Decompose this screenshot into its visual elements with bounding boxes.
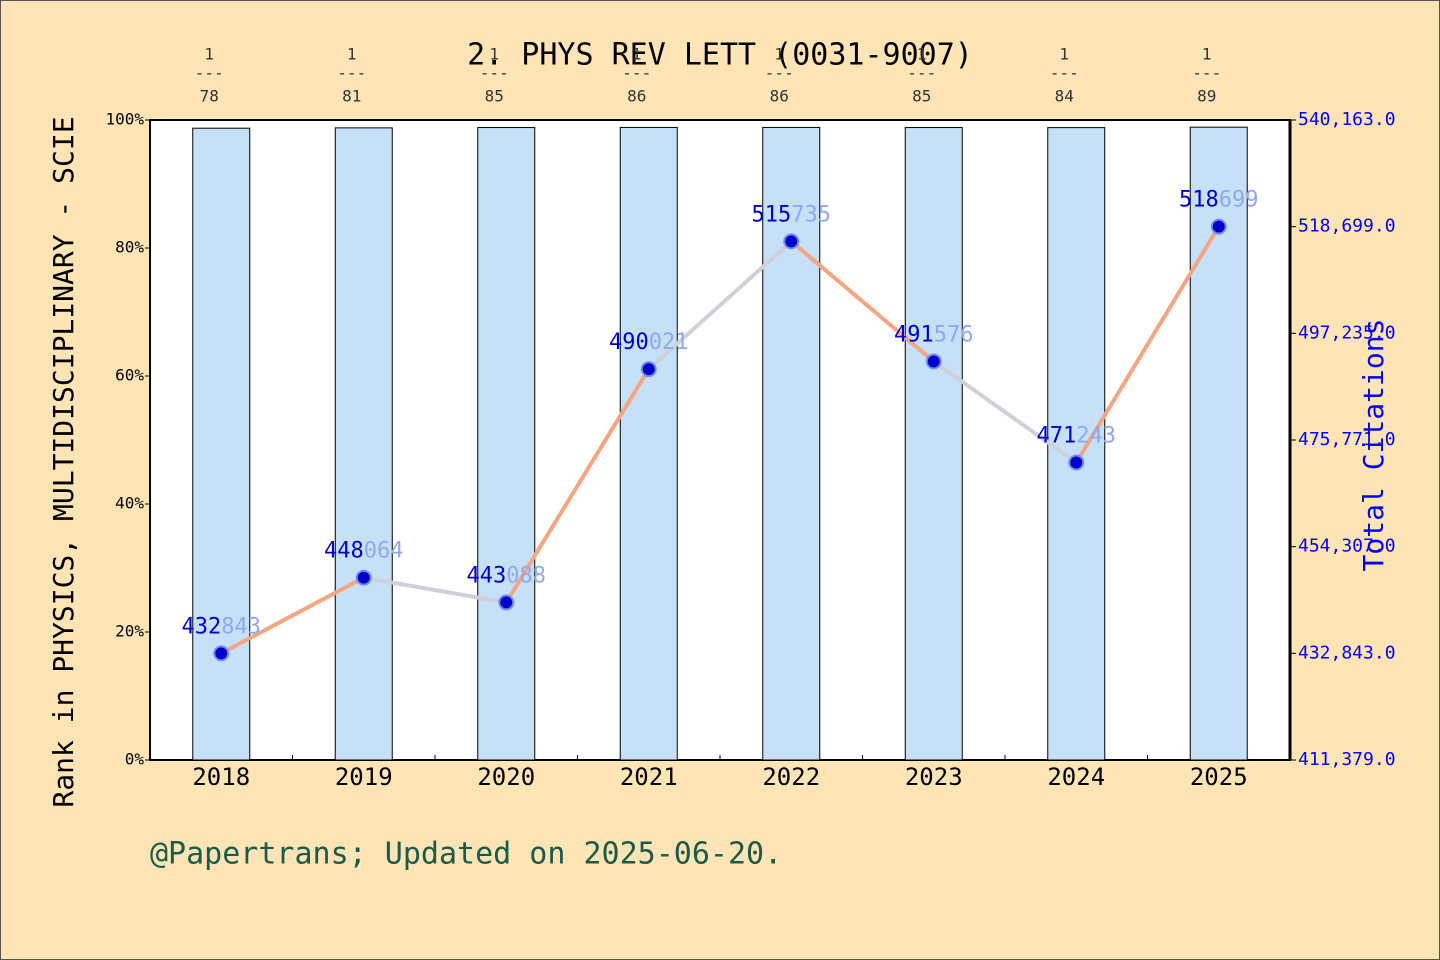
y-tick-label: 60% [115,366,144,385]
point [783,233,800,250]
x-tick-label: 2020 [477,763,535,791]
x-tick-label: 2018 [192,763,250,791]
y2-axis-label: Total Citations [1357,319,1390,572]
rank-divider: --- [1050,64,1079,83]
x-tick-label: 2024 [1047,763,1105,791]
rank-label: 1 [632,45,642,64]
plot-area [149,119,1291,761]
y-tick-label: 100% [105,110,144,129]
data-label: 515735 [752,202,831,227]
rank-total: 78 [200,87,219,106]
rank-total: 85 [485,87,504,106]
bar [334,127,393,761]
y-tick-label: 80% [115,238,144,257]
rank-divider: --- [337,64,366,83]
y-axis-label: Rank in PHYSICS, MULTIDISCIPLINARY - SCI… [47,116,80,807]
rank-label: 1 [1059,45,1069,64]
rank-label: 1 [917,45,927,64]
rank-divider: --- [195,64,224,83]
y2-tick-label: 454,307.0 [1298,536,1396,557]
x-tick-label: 2019 [335,763,393,791]
y2-tick-label: 475,771.0 [1298,429,1396,450]
data-label: 448064 [324,539,403,564]
bar [904,127,963,761]
line-segment [504,368,651,604]
y2-tick-label: 411,379.0 [1298,749,1396,770]
data-label: 432843 [182,614,261,639]
rank-label: 1 [489,45,499,64]
point [498,594,515,611]
rank-divider: --- [480,64,509,83]
point [355,569,372,586]
x-tick-label: 2022 [762,763,820,791]
point [1210,218,1227,235]
line-segment [789,239,936,363]
line-segment [363,575,507,605]
y2-tick-label: 497,235.0 [1298,322,1396,343]
rank-divider: --- [765,64,794,83]
chart-title: 2. PHYS REV LETT (0031-9007) [467,38,973,73]
rank-label: 1 [347,45,357,64]
y-tick-label: 40% [115,494,144,513]
rank-total: 86 [627,87,646,106]
bar [619,126,678,761]
rank-total: 85 [912,87,931,106]
rank-total: 86 [770,87,789,106]
footer: @Papertrans; Updated on 2025-06-20. [150,837,782,872]
bar [1047,127,1106,761]
rank-label: 1 [1202,45,1212,64]
point [1068,454,1085,471]
data-label: 518699 [1179,188,1258,213]
data-label: 471243 [1037,424,1116,449]
x-tick-label: 2023 [905,763,963,791]
rank-label: 1 [204,45,214,64]
line-segment [1074,225,1221,464]
data-label: 490021 [609,330,688,355]
point [213,645,230,662]
rank-divider: --- [1192,64,1221,83]
x-tick-label: 2021 [620,763,678,791]
bar [762,126,821,761]
rank-label: 1 [774,45,784,64]
point [925,353,942,370]
y-tick-label: 0% [125,750,145,769]
y2-tick-label: 540,163.0 [1298,109,1396,130]
data-label: 491576 [894,322,973,347]
line-segment [220,575,365,656]
y2-tick-label: 518,699.0 [1298,216,1396,237]
rank-total: 89 [1197,87,1216,106]
line-segment [932,359,1078,465]
data-label: 443088 [467,563,546,588]
point [640,361,657,378]
x-tick-label: 2025 [1190,763,1248,791]
rank-total: 84 [1055,87,1074,106]
rank-divider: --- [907,64,936,83]
y-tick-label: 20% [115,622,144,641]
rank-divider: --- [622,64,651,83]
rank-total: 81 [342,87,361,106]
y2-tick-label: 432,843.0 [1298,642,1396,663]
bar [477,127,536,761]
line-segment [647,239,793,371]
bar [192,127,251,761]
